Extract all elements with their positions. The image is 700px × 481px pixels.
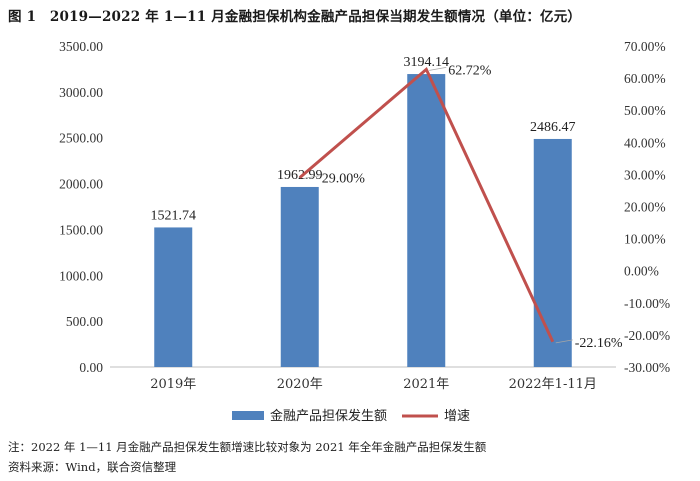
right-tick-label: -10.00% bbox=[624, 296, 670, 311]
bar-data-label: 1962.99 bbox=[277, 168, 323, 183]
legend-bar-swatch bbox=[232, 411, 264, 420]
right-tick-label: -30.00% bbox=[624, 360, 670, 375]
growth-data-label: -22.16% bbox=[575, 336, 623, 351]
leader-line bbox=[555, 339, 573, 344]
right-tick-label: 0.00% bbox=[624, 264, 659, 279]
bars bbox=[154, 74, 572, 368]
chart-title: 图 1 2019—2022 年 1—11 月金融担保机构金融产品担保当期发生额情… bbox=[8, 9, 582, 25]
right-tick-label: -20.00% bbox=[624, 328, 670, 343]
growth-data-label: 62.72% bbox=[448, 63, 492, 78]
category-label: 2022年1-11月 bbox=[509, 377, 597, 392]
growth-line bbox=[298, 66, 555, 343]
bar bbox=[407, 74, 446, 368]
left-axis: 0.00 500.00 1000.00 1500.00 2000.00 2500.00 30… bbox=[59, 39, 103, 375]
right-tick-label: 30.00% bbox=[624, 167, 666, 182]
right-tick-label: 10.00% bbox=[624, 232, 666, 247]
right-tick-label: 50.00% bbox=[624, 103, 666, 118]
left-tick-label: 0.00 bbox=[79, 360, 103, 375]
legend: 金融产品担保发生额 增速 bbox=[232, 408, 470, 424]
legend-line-label: 增速 bbox=[444, 409, 470, 424]
source-note: 资料来源：Wind，联合资信整理 bbox=[8, 460, 177, 474]
legend-bar-label: 金融产品担保发生额 bbox=[270, 408, 387, 424]
growth-data-labels: 29.00% 62.72% -22.16% bbox=[302, 63, 623, 351]
left-tick-label: 1000.00 bbox=[59, 268, 103, 283]
right-axis: -30.00% -20.00% -10.00% 0.00% 10.00% 20.00% 30… bbox=[624, 39, 670, 375]
leader-line bbox=[429, 66, 447, 71]
category-label: 2020年 bbox=[277, 377, 323, 392]
category-labels: 2019年 2020年 2021年 2022年1-11月 bbox=[150, 377, 597, 392]
right-tick-label: 20.00% bbox=[624, 200, 666, 215]
bar bbox=[280, 186, 319, 367]
leader-line bbox=[302, 175, 320, 180]
bar bbox=[154, 227, 193, 367]
right-tick-label: 70.00% bbox=[624, 39, 666, 54]
left-tick-label: 1500.00 bbox=[59, 222, 103, 237]
left-tick-label: 2000.00 bbox=[59, 177, 103, 192]
left-tick-label: 2500.00 bbox=[59, 131, 103, 146]
left-tick-label: 3000.00 bbox=[59, 85, 103, 100]
right-tick-label: 60.00% bbox=[624, 71, 666, 86]
right-tick-label: 40.00% bbox=[624, 135, 666, 150]
growth-series-line bbox=[298, 66, 555, 343]
left-tick-label: 3500.00 bbox=[59, 39, 103, 54]
bar-data-labels: 1521.74 1962.99 3194.14 2486.47 bbox=[151, 55, 576, 223]
category-label: 2021年 bbox=[403, 377, 449, 392]
bar-data-label: 1521.74 bbox=[151, 208, 197, 223]
bar-data-label: 2486.47 bbox=[530, 120, 576, 135]
growth-data-label: 29.00% bbox=[322, 172, 366, 187]
bar-data-label: 3194.14 bbox=[404, 55, 450, 70]
left-tick-label: 500.00 bbox=[66, 314, 103, 329]
bar bbox=[533, 138, 572, 367]
category-label: 2019年 bbox=[150, 377, 196, 392]
footnote: 注：2022 年 1—11 月金融产品担保发生额增速比较对象为 2021 年全年… bbox=[8, 440, 487, 454]
